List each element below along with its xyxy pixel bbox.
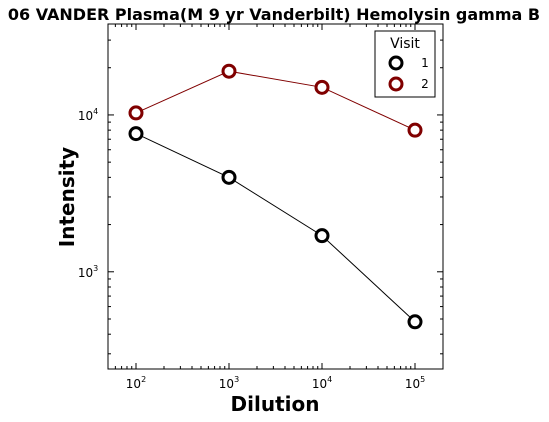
- data-point-visit-1: [221, 169, 237, 185]
- data-point-visit-1: [314, 228, 330, 244]
- data-point-visit-2: [128, 105, 144, 121]
- legend-title: Visit: [390, 36, 420, 52]
- x-tick-label: 104: [312, 375, 332, 391]
- y-tick-label: 103: [78, 264, 98, 280]
- legend-marker-visit-1: [388, 55, 404, 71]
- x-tick-labels: 102 103 104 105: [126, 375, 425, 391]
- x-axis-label: Dilution: [231, 392, 320, 416]
- series-lines: [135, 70, 416, 323]
- y-tick-label: 104: [78, 107, 98, 123]
- series-points: [128, 63, 423, 330]
- legend-marker-visit-2: [388, 76, 404, 92]
- legend: Visit 12: [374, 30, 436, 98]
- data-point-visit-1: [407, 314, 423, 330]
- series-line-visit-2: [135, 70, 416, 131]
- x-tick-label: 102: [126, 375, 146, 391]
- y-tick-exponent: 3: [93, 264, 98, 273]
- data-point-visit-1: [128, 126, 144, 142]
- data-point-visit-2: [221, 63, 237, 79]
- chart-title: 06 VANDER Plasma(M 9 yr Vanderbilt) Hemo…: [8, 5, 540, 24]
- x-tick-exponent: 4: [327, 375, 332, 384]
- y-tick-labels: 103 104: [78, 107, 98, 280]
- axis-ticks: [107, 24, 444, 369]
- x-tick-label: 103: [219, 375, 239, 391]
- series-line-visit-1: [135, 133, 416, 323]
- data-point-visit-2: [407, 122, 423, 138]
- x-tick-exponent: 3: [234, 375, 239, 384]
- legend-label-visit-1: 1: [421, 56, 429, 70]
- legend-box: [374, 30, 436, 98]
- legend-label-visit-2: 2: [421, 77, 429, 91]
- x-tick-exponent: 2: [141, 375, 146, 384]
- data-point-visit-2: [314, 79, 330, 95]
- legend-items: 12: [388, 55, 429, 92]
- x-tick-exponent: 5: [420, 375, 425, 384]
- y-axis-label: Intensity: [55, 147, 79, 247]
- x-tick-label: 105: [405, 375, 425, 391]
- y-tick-exponent: 4: [93, 107, 98, 116]
